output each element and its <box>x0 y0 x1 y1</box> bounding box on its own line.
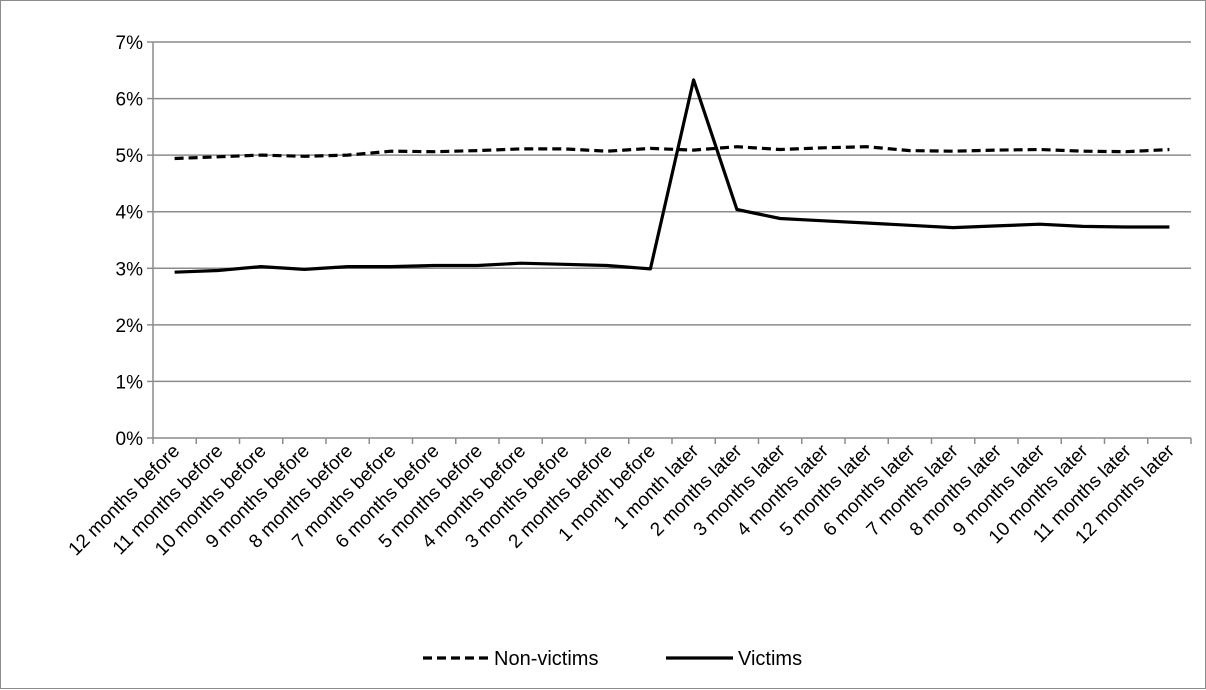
y-tick-label: 2% <box>116 316 144 337</box>
gridlines <box>153 41 1191 383</box>
legend-label: Victims <box>738 648 802 670</box>
y-tick-label: 4% <box>116 203 144 224</box>
series-line-victims <box>174 78 1170 274</box>
series-lines <box>174 78 1170 274</box>
y-tick-label: 1% <box>116 372 144 393</box>
y-tick-label: 0% <box>116 429 144 450</box>
series-line-non-victims <box>174 145 1170 161</box>
legend-label: Non-victims <box>494 648 598 670</box>
y-tick-label: 6% <box>116 90 144 111</box>
y-tick-label: 5% <box>116 146 144 167</box>
y-tick-labels: 0% 1% 2% 3% 4% 5% 6% 7% <box>116 33 144 450</box>
axes <box>147 41 1192 444</box>
legend: Non-victims Victims <box>423 648 802 670</box>
y-tick-label: 7% <box>116 33 144 54</box>
y-tick-label: 3% <box>116 259 144 280</box>
